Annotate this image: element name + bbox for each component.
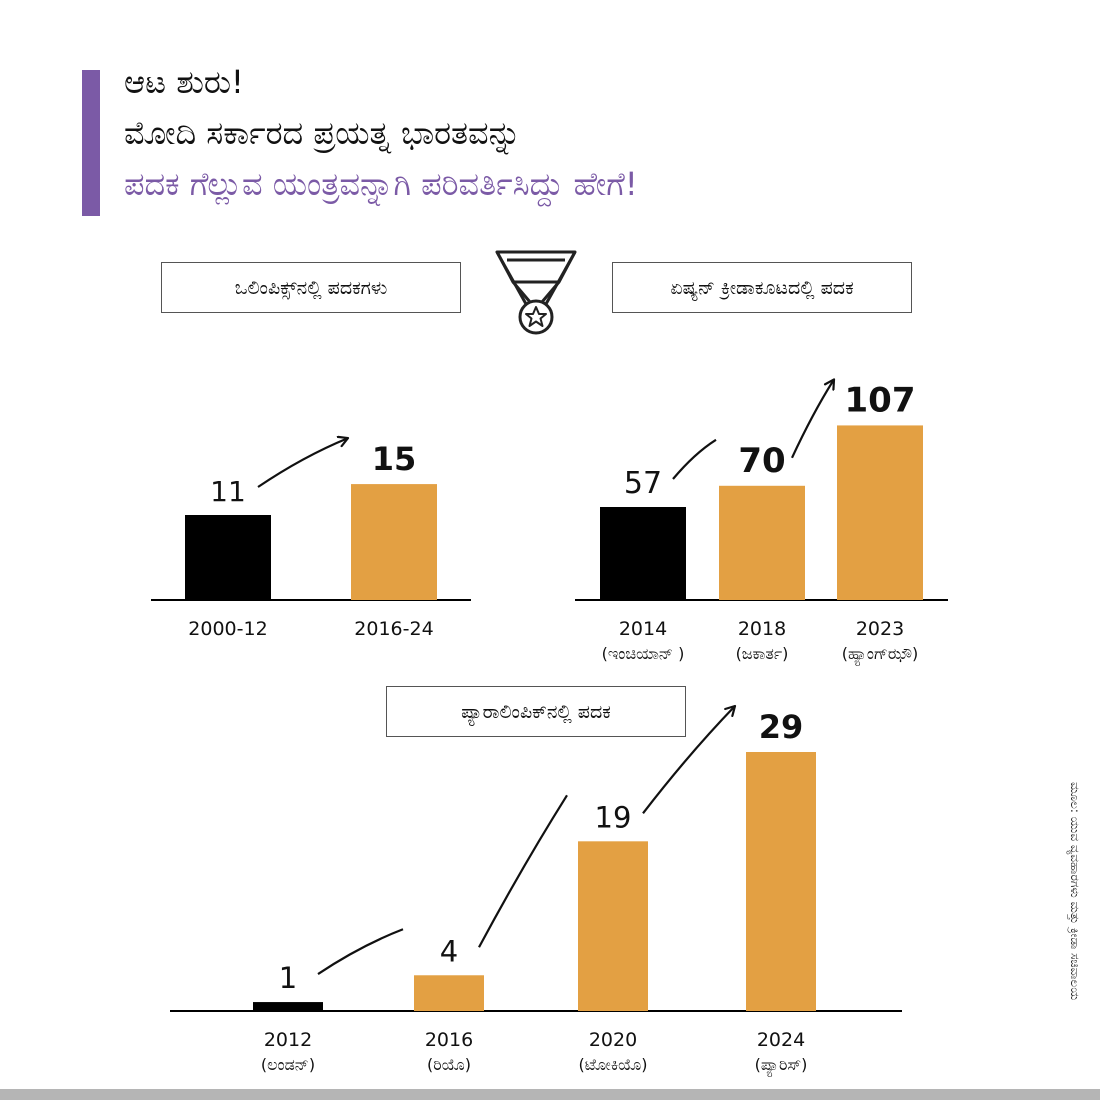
asian-games-sublabel-1: (ಜಕಾರ್ತ) <box>736 644 789 663</box>
paralympics-category-label-0: 2012 <box>264 1029 312 1051</box>
paralympics-trend-arrow-2 <box>642 706 735 814</box>
asian-games-chart-title: ಏಷ್ಯನ್ ಕ್ರೀಡಾಕೂಟದಲ್ಲಿ ಪದಕ <box>612 262 912 313</box>
paralympics-bar-3 <box>746 752 816 1011</box>
asian-games-trend-arrow-1 <box>791 379 834 459</box>
asian-games-bar-0 <box>600 507 686 600</box>
paralympics-chart-title: ಪ್ಯಾರಾಲಿಂಪಿಕ್‌ನಲ್ಲಿ ಪದಕ <box>386 686 686 737</box>
olympics-chart-title: ಒಲಿಂಪಿಕ್ಸ್‌ನಲ್ಲಿ ಪದಕಗಳು <box>161 262 461 313</box>
paralympics-value-label-3: 29 <box>759 708 804 746</box>
asian-games-trend-arrow-0 <box>672 438 717 480</box>
olympics-value-label-1: 15 <box>372 440 417 478</box>
paralympics-bar-1 <box>414 975 484 1011</box>
asian-games-value-label-0: 57 <box>624 466 662 501</box>
olympics-category-label-0: 2000-12 <box>188 618 267 640</box>
olympics-bar-1 <box>351 484 437 600</box>
asian-games-sublabel-2: (ಹ್ಯಾಂಗ್‌ಝೌ) <box>842 644 919 666</box>
asian-games-value-label-2: 107 <box>845 380 916 420</box>
paralympics-trend-arrow-0 <box>317 928 404 975</box>
paralympics-bar-0 <box>253 1002 323 1011</box>
bottom-strip <box>0 1089 1100 1100</box>
paralympics-sublabel-2: (ಟೋಕಿಯೊ) <box>579 1055 648 1074</box>
paralympics-value-label-1: 4 <box>440 934 458 968</box>
asian-games-category-label-2: 2023 <box>856 618 904 640</box>
paralympics-sublabel-1: (ರಿಯೊ) <box>427 1055 471 1074</box>
paralympics-value-label-2: 19 <box>595 800 632 834</box>
paralympics-category-label-1: 2016 <box>425 1029 473 1051</box>
title-accent-bar <box>82 70 100 216</box>
paralympics-category-label-3: 2024 <box>757 1029 805 1051</box>
paralympics-sublabel-3: (ಪ್ಯಾರಿಸ್) <box>755 1055 808 1077</box>
asian-games-bar-1 <box>719 485 805 600</box>
asian-games-bar-2 <box>837 425 923 600</box>
source-note: ಮೂಲ: ಯುವ ವ್ಯವಹಾರಗಳು ಮತ್ತು ಕ್ರೀಡಾ ಸಚಿವಾಲಯ <box>1068 782 1082 1001</box>
title-line-1: ಆಟ ಶುರು! <box>124 63 244 101</box>
olympics-bar-0 <box>185 515 271 600</box>
paralympics-value-label-0: 1 <box>279 961 297 995</box>
asian-games-value-label-1: 70 <box>738 441 785 481</box>
medal-icon <box>495 250 577 335</box>
paralympics-bar-2 <box>578 841 648 1011</box>
asian-games-category-label-1: 2018 <box>738 618 786 640</box>
paralympics-sublabel-0: (ಲಂಡನ್) <box>261 1055 315 1074</box>
olympics-category-label-1: 2016-24 <box>354 618 433 640</box>
asian-games-sublabel-0: (ಇಂಚಿಯಾನ್ ) <box>602 644 685 663</box>
asian-games-category-label-0: 2014 <box>619 618 667 640</box>
paralympics-category-label-2: 2020 <box>589 1029 637 1051</box>
olympics-trend-arrow-0 <box>257 438 348 488</box>
title-line-2: ಮೋದಿ ಸರ್ಕಾರದ ಪ್ರಯತ್ನ ಭಾರತವನ್ನು <box>124 114 521 152</box>
title-line-3: ಪದಕ ಗೆಲ್ಲುವ ಯಂತ್ರವನ್ನಾಗಿ ಪರಿವರ್ತಿಸಿದ್ದು … <box>124 165 638 203</box>
olympics-value-label-0: 11 <box>210 475 246 508</box>
paralympics-trend-arrow-1 <box>478 794 568 948</box>
